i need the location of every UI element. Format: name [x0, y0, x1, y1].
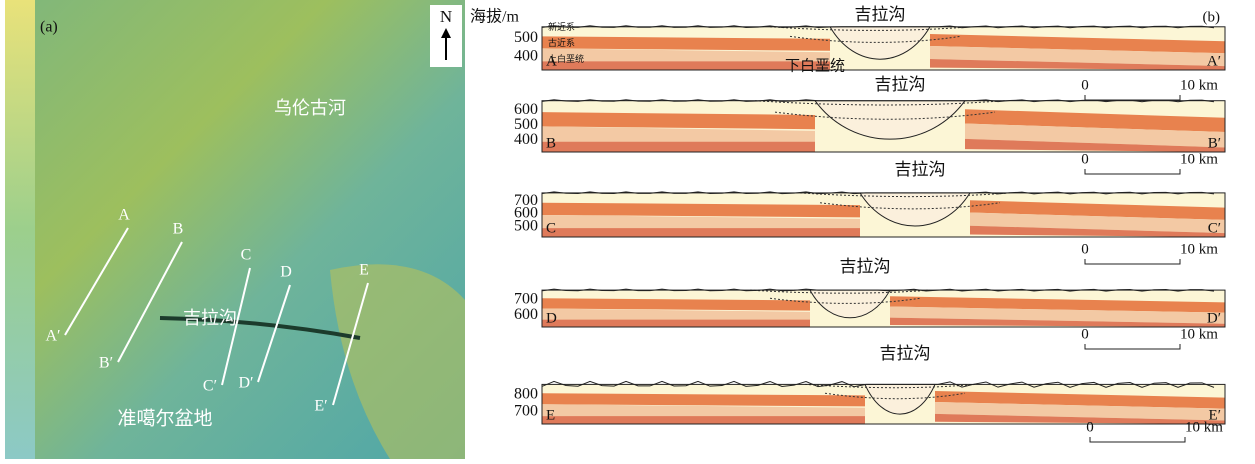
profile-start: C	[546, 220, 556, 236]
y-tick-label: 700	[514, 290, 538, 307]
gully-label: 吉拉沟	[855, 5, 906, 24]
profile-start: D	[546, 310, 557, 326]
profile-start: D	[280, 264, 292, 281]
stratum	[542, 112, 815, 129]
river-label: 乌伦古河	[274, 98, 346, 118]
stratum-label: 古近系	[548, 37, 575, 48]
profile-start: E	[359, 262, 369, 279]
profile-end: D′	[238, 375, 253, 392]
profile-start: B	[546, 135, 556, 151]
y-tick-label: 400	[514, 131, 538, 148]
stratum	[542, 228, 860, 237]
y-tick-label: 500	[514, 29, 538, 46]
profile-start: A	[118, 207, 130, 224]
profile-start: C	[241, 247, 252, 264]
scale-end: 10 km	[1185, 419, 1223, 435]
basin-label: 准噶尔盆地	[117, 407, 212, 429]
scale-end: 10 km	[1180, 77, 1218, 93]
panel-b: 海拔/m (b) 500400AA′吉拉沟010 km新近系古近系上白垩统下白垩…	[470, 5, 1225, 442]
panel-a: N (a) 乌伦古河 吉拉沟 准噶尔盆地 A A′ B B′ C C′ D D′ E E′	[5, 0, 465, 459]
scale-bar	[1090, 437, 1185, 442]
scale-end: 10 km	[1180, 151, 1218, 167]
scale-end: 10 km	[1180, 241, 1218, 257]
panel-label: (b)	[1203, 9, 1221, 25]
figure: N (a) 乌伦古河 吉拉沟 准噶尔盆地 A A′ B B′ C C′ D D′ E E′ 海拔/…	[0, 0, 1255, 459]
scale-bar	[1085, 259, 1180, 264]
stratum	[542, 142, 815, 152]
stratum	[542, 203, 860, 218]
panel-label: (a)	[40, 19, 58, 36]
profile-end: A′	[45, 328, 60, 345]
gully-label: 吉拉沟	[840, 257, 891, 276]
profile-end: B′	[1208, 135, 1221, 151]
scale-start: 0	[1081, 151, 1089, 167]
profile-end: E′	[314, 398, 327, 415]
gully-label: 吉拉沟	[183, 308, 237, 328]
profile-end: C′	[203, 378, 217, 395]
gully-label: 吉拉沟	[880, 344, 931, 363]
profile-end: D′	[1207, 310, 1221, 326]
stratum-label: 下白垩统	[785, 57, 845, 74]
scale-start: 0	[1081, 77, 1089, 93]
stratum-label: 上白垩统	[548, 53, 584, 64]
gully-label: 吉拉沟	[895, 160, 946, 179]
stratum	[542, 36, 830, 50]
y-tick-label: 700	[514, 402, 538, 419]
scale-bar	[1085, 169, 1180, 174]
scale-start: 0	[1081, 241, 1089, 257]
north-label: N	[440, 7, 452, 26]
gully-label: 吉拉沟	[875, 75, 926, 94]
stratum	[542, 393, 865, 406]
y-tick-label: 600	[514, 306, 538, 323]
scale-bar	[1085, 344, 1180, 349]
elevation-bar	[5, 0, 35, 459]
profile-start: B	[173, 221, 184, 238]
stratum-label: 新近系	[548, 21, 575, 32]
y-tick-label: 800	[514, 385, 538, 402]
profile-end: B′	[99, 355, 113, 372]
y-tick-label: 400	[514, 47, 538, 64]
scale-start: 0	[1081, 326, 1089, 342]
profile-end: A′	[1207, 53, 1221, 69]
scale-end: 10 km	[1180, 326, 1218, 342]
profile-end: C′	[1208, 220, 1221, 236]
scale-bar	[1085, 95, 1180, 100]
scale-start: 0	[1086, 419, 1094, 435]
stratum	[542, 416, 865, 424]
y-axis-title: 海拔/m	[470, 8, 519, 26]
profile-start: E	[546, 407, 555, 423]
stratum	[542, 320, 810, 327]
y-tick-label: 500	[514, 217, 538, 234]
stratum	[542, 298, 810, 310]
